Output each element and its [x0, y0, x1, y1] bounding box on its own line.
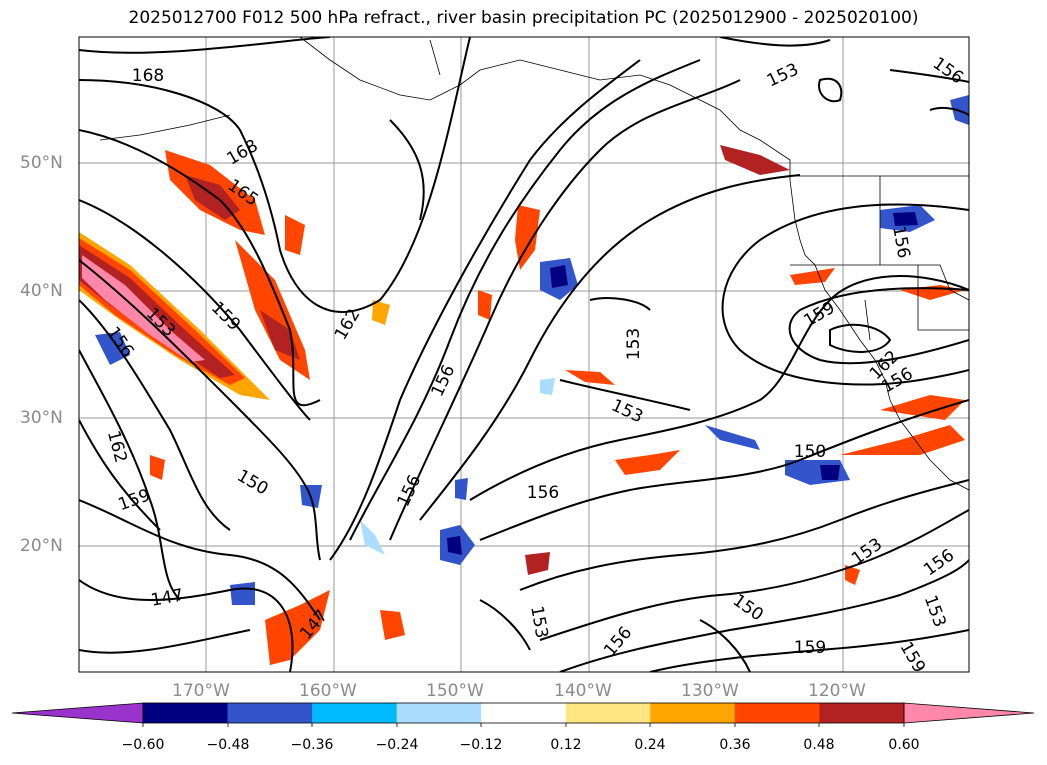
lat-label: 50°N [20, 153, 63, 173]
lon-label: 120°W [808, 681, 866, 701]
lon-label: 140°W [554, 681, 612, 701]
contour-label: 168 [132, 66, 164, 86]
colorbar-cell [650, 703, 736, 723]
lon-label: 170°W [172, 681, 230, 701]
colorbar-tick-label: −0.12 [459, 737, 503, 753]
contour-label: 150 [794, 442, 826, 462]
colorbar-tick-marks [142, 723, 905, 727]
colorbar-extend-left [11, 702, 144, 724]
contour-label: 156 [527, 483, 559, 503]
colorbar-tick-label: 0.12 [550, 737, 582, 753]
colorbar-cell [819, 703, 905, 723]
map-title: 2025012700 F012 500 hPa refract., river … [128, 8, 919, 28]
colorbar-tick-label: 0.36 [719, 737, 751, 753]
coastlines [99, 37, 969, 491]
refractivity-contours [79, 37, 969, 672]
colorbar-tick-label: −0.24 [375, 737, 419, 753]
contour-label: 153 [624, 328, 644, 360]
colorbar-tick-label: 0.24 [634, 737, 666, 753]
colorbar [11, 702, 1035, 727]
lat-label: 30°N [20, 408, 63, 428]
lat-label: 40°N [20, 281, 63, 301]
colorbar-tick-label: −0.48 [206, 737, 250, 753]
colorbar-cell [227, 703, 313, 723]
colorbar-cell [481, 703, 567, 723]
colorbar-cell [734, 703, 820, 723]
lon-label: 150°W [426, 681, 484, 701]
colorbar-cell [312, 703, 398, 723]
colorbar-tick-label: −0.36 [290, 737, 334, 753]
colorbar-cell [143, 703, 229, 723]
lon-label: 160°W [299, 681, 357, 701]
map-area [79, 37, 969, 672]
lon-label: 130°W [681, 681, 739, 701]
colorbar-tick-label: 0.48 [803, 737, 835, 753]
precip-negative-areas [95, 95, 969, 605]
colorbar-cell [565, 703, 651, 723]
contour-label: 159 [794, 638, 826, 658]
colorbar-extend-right [903, 702, 1035, 724]
colorbar-tick-label: −0.60 [121, 737, 165, 753]
colorbar-tick-label: 0.60 [888, 737, 920, 753]
colorbar-frame [142, 702, 905, 724]
map-frame [78, 36, 970, 673]
lat-label: 20°N [20, 536, 63, 556]
colorbar-cell [396, 703, 482, 723]
